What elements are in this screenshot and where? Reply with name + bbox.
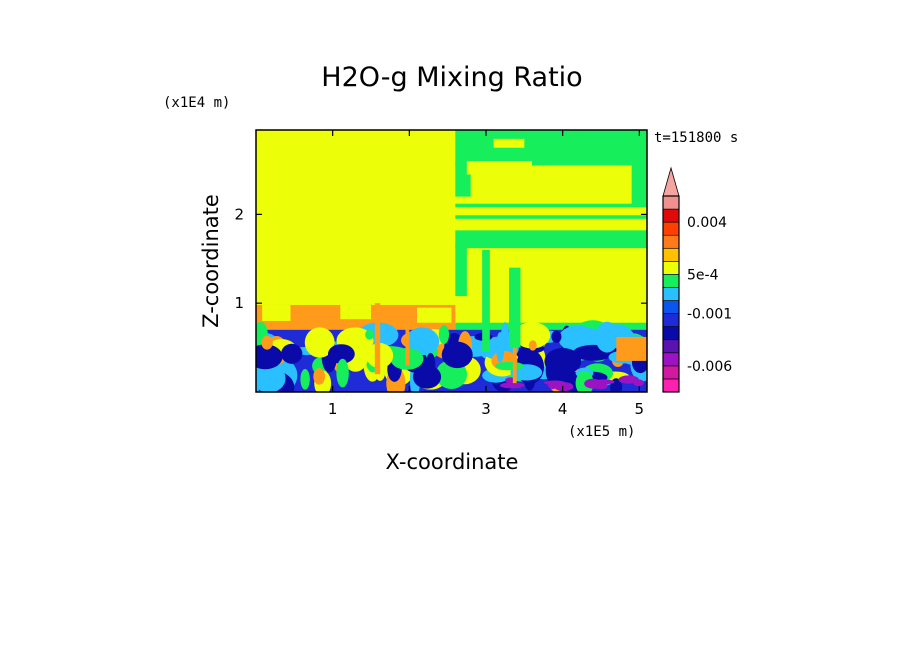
x-tick-label-3: 3 bbox=[481, 400, 491, 418]
contour-plume-1 bbox=[374, 303, 381, 375]
y-tick-label-1: 1 bbox=[234, 294, 244, 312]
contour-blob bbox=[336, 358, 349, 388]
colorbar: 0.004 5e-4 -0.001 -0.006 bbox=[662, 166, 732, 393]
contour-blob bbox=[404, 327, 440, 356]
contour-blob bbox=[256, 344, 283, 370]
x-tick-label-2: 2 bbox=[405, 400, 415, 418]
colorbar-level-5 bbox=[662, 326, 680, 341]
colorbar-level-9 bbox=[662, 274, 680, 288]
time-label: t=151800 s bbox=[654, 130, 738, 146]
contour-plume-5 bbox=[509, 267, 521, 348]
contour-green-band-4 bbox=[631, 143, 647, 206]
contour-blob bbox=[304, 327, 335, 358]
y-scale-label: (x1E4 m) bbox=[163, 95, 230, 111]
contour-yellow-streak-2 bbox=[555, 165, 617, 179]
colorbar-level-3 bbox=[662, 352, 680, 367]
contour-blob bbox=[544, 348, 582, 375]
colorbar-label-1: 0.004 bbox=[687, 215, 727, 231]
contour-blob bbox=[281, 343, 303, 364]
y-axis-ticks: 12 bbox=[234, 205, 647, 312]
colorbar-level-8 bbox=[662, 287, 680, 301]
contour-orange-patch bbox=[616, 336, 647, 361]
colorbar-level-4 bbox=[662, 339, 680, 354]
colorbar-level-13 bbox=[662, 221, 680, 236]
colorbar-level-10 bbox=[662, 261, 680, 275]
contour-green-band-8 bbox=[455, 245, 467, 297]
contour-blob bbox=[313, 368, 325, 385]
contour-plume-4 bbox=[482, 249, 490, 353]
contour-blob bbox=[562, 336, 572, 351]
contour-blob bbox=[438, 325, 450, 345]
contour-green-band-2 bbox=[532, 130, 647, 162]
contour-boundary-yellow-3 bbox=[417, 307, 452, 323]
contour-blob bbox=[496, 332, 505, 363]
contour-blob-purple bbox=[584, 378, 602, 389]
contour-blob bbox=[495, 361, 525, 371]
contour-blob bbox=[595, 321, 619, 353]
colorbar-label-4: -0.006 bbox=[687, 359, 732, 375]
colorbar-label-2: 5e-4 bbox=[687, 267, 719, 283]
contour-blob bbox=[300, 368, 310, 390]
contour-blob-purple bbox=[633, 379, 644, 387]
colorbar-frame bbox=[662, 195, 680, 393]
contour-blob-purple bbox=[499, 382, 525, 389]
contour-blob-purple bbox=[547, 381, 558, 390]
colorbar-level-11 bbox=[662, 247, 680, 262]
x-axis-ticks: 1 2 3 4 5 bbox=[328, 130, 644, 418]
contour-plume-3 bbox=[512, 312, 517, 384]
colorbar-level-12 bbox=[662, 234, 680, 249]
plot-frame bbox=[255, 129, 648, 393]
contour-green-band-6 bbox=[455, 215, 647, 219]
contour-yellow-streak-3 bbox=[493, 138, 525, 148]
colorbar-level-7 bbox=[662, 300, 680, 314]
colorbar-level-1 bbox=[662, 378, 680, 393]
x-tick-label-5: 5 bbox=[635, 400, 645, 418]
y-axis-label: Z-coordinate bbox=[199, 194, 223, 328]
colorbar-label-3: -0.001 bbox=[687, 307, 732, 323]
contour-boundary-yellow-1 bbox=[262, 304, 291, 321]
contour-yellow-streak-1 bbox=[466, 161, 532, 175]
chart-title: H2O-g Mixing Ratio bbox=[321, 62, 582, 93]
x-tick-label-1: 1 bbox=[328, 400, 338, 418]
colorbar-extend-arrow bbox=[662, 166, 680, 197]
colorbar-level-2 bbox=[662, 365, 680, 380]
colorbar-level-14 bbox=[662, 208, 680, 223]
contour-blob bbox=[528, 340, 537, 351]
contour-blob bbox=[441, 341, 473, 369]
contour-blob bbox=[365, 329, 375, 340]
y-tick-label-2: 2 bbox=[234, 205, 244, 223]
contour-blob bbox=[256, 364, 286, 392]
contour-field bbox=[256, 130, 647, 392]
contour-green-band-7 bbox=[455, 230, 647, 249]
contour-blob bbox=[425, 352, 436, 377]
contour-blob bbox=[551, 330, 562, 343]
contour-plume-2 bbox=[405, 307, 410, 366]
contour-blob-purple bbox=[554, 382, 574, 392]
contour-blob bbox=[514, 322, 551, 349]
contour-boundary-yellow-2 bbox=[340, 304, 371, 320]
contour-blob bbox=[261, 335, 273, 350]
contour-blob bbox=[327, 344, 355, 364]
x-scale-label: (x1E5 m) bbox=[568, 424, 635, 440]
contour-green-band-5 bbox=[455, 203, 647, 208]
colorbar-level-6 bbox=[662, 313, 680, 327]
x-tick-label-4: 4 bbox=[558, 400, 568, 418]
x-axis-label: X-coordinate bbox=[386, 450, 519, 474]
colorbar-level-15 bbox=[662, 195, 680, 210]
